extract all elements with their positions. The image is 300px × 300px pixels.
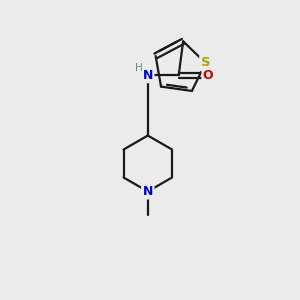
Text: S: S <box>201 56 210 70</box>
Text: H: H <box>135 63 143 73</box>
Text: O: O <box>203 69 214 82</box>
Text: N: N <box>142 69 153 82</box>
Text: N: N <box>142 185 153 198</box>
